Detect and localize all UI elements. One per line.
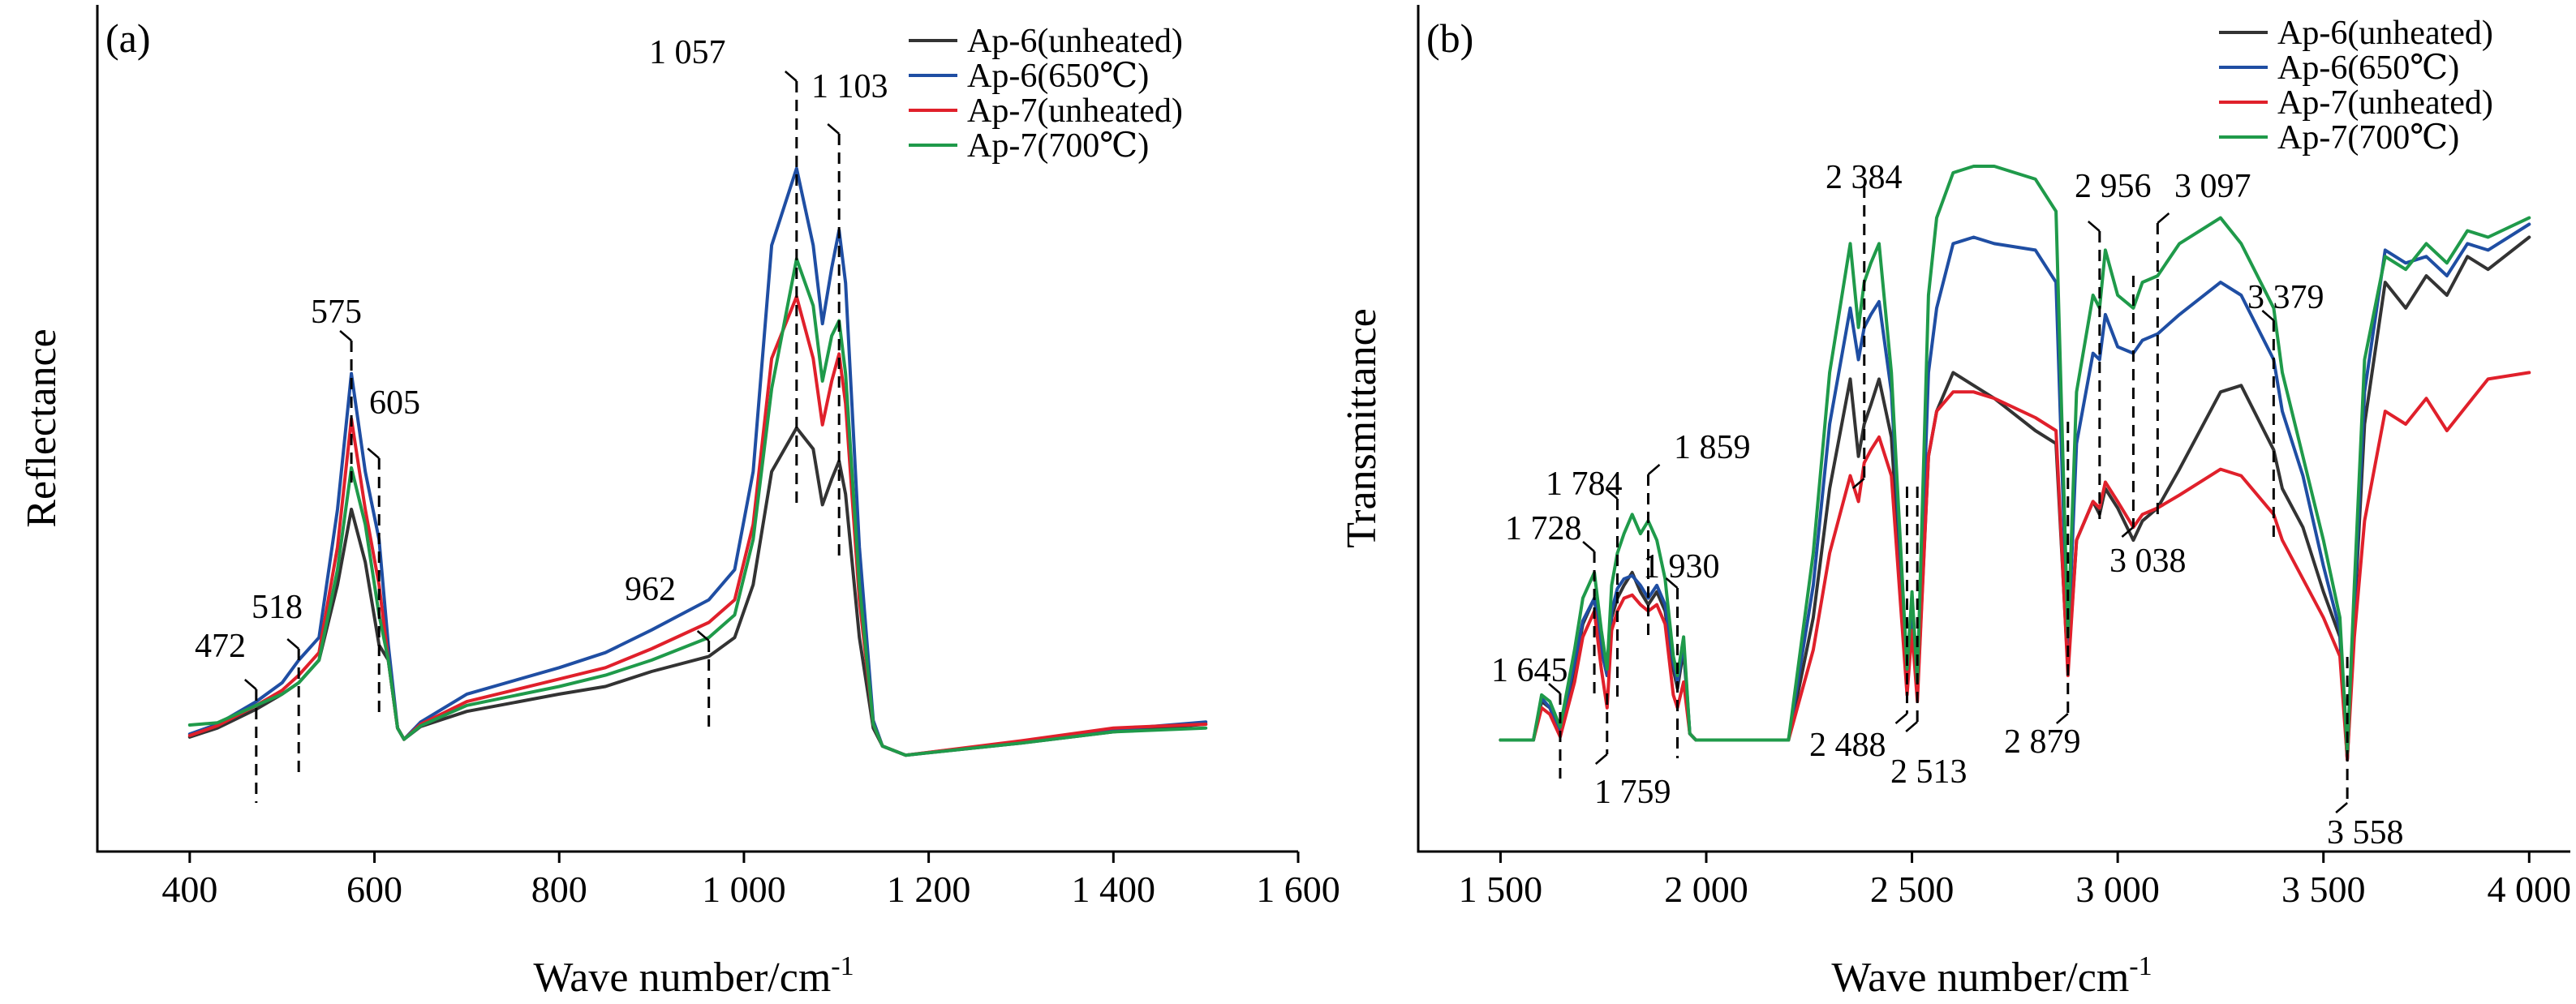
- panel-b-frame: [1417, 5, 2570, 853]
- annotation-leader: [2157, 212, 2170, 224]
- annotation-leader: [1665, 577, 1679, 589]
- panel-b: (b) Transmittance Wave number/cm-1 1 500…: [1339, 5, 2571, 1001]
- panel-a-frame: [96, 5, 1298, 853]
- annotation-leader: [1548, 683, 1561, 694]
- annotation-label: 3 558: [2327, 814, 2404, 852]
- legend-label: Ap-6(unheated): [967, 23, 1183, 60]
- annotation-label: 3 097: [2174, 168, 2251, 205]
- annotation-label: 575: [311, 294, 362, 331]
- annotation-leader: [1605, 488, 1619, 500]
- annotation-leader: [1851, 478, 1865, 489]
- x-tick-label: 1 400: [1072, 869, 1156, 910]
- annotation-leader: [2335, 802, 2348, 813]
- panel-b-series: [1499, 165, 2531, 762]
- legend-label: Ap-6(650℃): [967, 58, 1149, 95]
- panel-b-x-axis-title-sup: -1: [2129, 951, 2152, 981]
- annotation-label: 2 384: [1826, 159, 1903, 196]
- annotation-label: 1 759: [1594, 774, 1671, 811]
- panel-a-series: [187, 166, 1208, 757]
- legend-label: Ap-7(unheated): [967, 92, 1183, 130]
- panel-b-x-ticks: 1 500 2 000 2 500 3 000 3 500 4 000: [1459, 852, 2571, 910]
- annotation-label: 472: [195, 628, 246, 665]
- panel-b-legend: Ap-6(unheated)Ap-6(650℃)Ap-7(unheated)Ap…: [2219, 15, 2493, 157]
- annotation-leader: [2261, 310, 2275, 321]
- legend-label: Ap-7(700℃): [2277, 119, 2459, 157]
- panel-a-x-axis-title: Wave number/cm-1: [533, 951, 854, 1001]
- series-line-4: [187, 257, 1208, 757]
- annotation-leader: [1894, 713, 1908, 724]
- annotation-label: 1 057: [649, 34, 726, 71]
- annotation-label: 2 956: [2075, 168, 2152, 205]
- annotation-label: 1 728: [1505, 510, 1582, 547]
- annotation-leader: [339, 330, 352, 341]
- panel-a-label: (a): [105, 15, 151, 61]
- panel-b-x-axis-title-main: Wave number/cm: [1831, 955, 2129, 1001]
- annotation-leader: [2055, 713, 2069, 724]
- x-tick-label: 1 500: [1459, 869, 1543, 910]
- annotation-leader: [244, 679, 257, 690]
- annotation-leader: [286, 638, 299, 650]
- legend-label: Ap-6(650℃): [2277, 49, 2459, 87]
- legend-label: Ap-7(700℃): [967, 127, 1149, 165]
- panel-b-y-axis-title: Transmittance: [1339, 308, 1385, 548]
- x-tick-label: 2 000: [1664, 869, 1748, 910]
- annotation-leader: [785, 71, 798, 82]
- annotation-label: 1 645: [1491, 652, 1568, 689]
- panel-b-annotations: 1 645 1 728 1 759 1 784 1 859 1 930 2 384 2 488…: [1491, 159, 2404, 852]
- panel-a-x-axis-title-main: Wave number/cm: [533, 955, 831, 1001]
- x-tick-label: 1 600: [1256, 869, 1340, 910]
- annotation-label: 605: [369, 384, 420, 422]
- annotation-label: 962: [625, 571, 676, 608]
- annotation-leader: [2121, 526, 2135, 538]
- panel-a-x-ticks: 400 600 800 1 000 1 200 1 400 1 600: [161, 852, 1340, 910]
- x-tick-label: 1 200: [887, 869, 971, 910]
- x-tick-label: 3 500: [2281, 869, 2366, 910]
- annotation-label: 1 103: [811, 68, 888, 105]
- legend-label: Ap-7(unheated): [2277, 84, 2493, 122]
- annotation-label: 1 859: [1674, 429, 1751, 466]
- annotation-leader: [827, 123, 840, 135]
- annotation-label: 518: [252, 589, 303, 626]
- annotation-label: 2 488: [1809, 727, 1886, 764]
- x-tick-label: 1 000: [702, 869, 786, 910]
- x-tick-label: 400: [161, 869, 217, 910]
- x-tick-label: 2 500: [1870, 869, 1955, 910]
- annotation-label: 2 513: [1890, 753, 1967, 791]
- panel-b-x-axis-title: Wave number/cm-1: [1831, 951, 2152, 1001]
- annotation-leader: [1594, 753, 1608, 765]
- annotation-label: 2 879: [2004, 723, 2081, 761]
- legend-label: Ap-6(unheated): [2277, 15, 2493, 52]
- annotation-leader: [1582, 541, 1595, 552]
- annotation-leader: [1647, 464, 1661, 475]
- annotation-leader: [367, 448, 381, 459]
- panel-a-legend: Ap-6(unheated)Ap-6(650℃)Ap-7(unheated)Ap…: [909, 23, 1183, 165]
- annotation-leader: [696, 630, 710, 641]
- x-tick-label: 800: [531, 869, 587, 910]
- x-tick-label: 600: [346, 869, 402, 910]
- annotation-label: 1 784: [1546, 466, 1623, 503]
- panel-a-y-axis-title: Reflectance: [19, 328, 65, 527]
- x-tick-label: 3 000: [2075, 869, 2160, 910]
- annotation-label: 1 930: [1643, 548, 1720, 586]
- annotation-leader: [1905, 721, 1918, 732]
- annotation-leader: [2088, 221, 2101, 232]
- panel-b-label: (b): [1426, 15, 1473, 61]
- series-line-1: [187, 426, 1208, 757]
- annotation-label: 3 038: [2109, 543, 2187, 580]
- annotation-label: 3 379: [2247, 279, 2324, 316]
- panel-a: (a) Reflectance Wave number/cm-1 400 600 8…: [19, 5, 1340, 1001]
- panel-a-x-axis-title-sup: -1: [831, 951, 854, 981]
- x-tick-label: 4 000: [2488, 869, 2572, 910]
- series-line-2: [187, 166, 1208, 757]
